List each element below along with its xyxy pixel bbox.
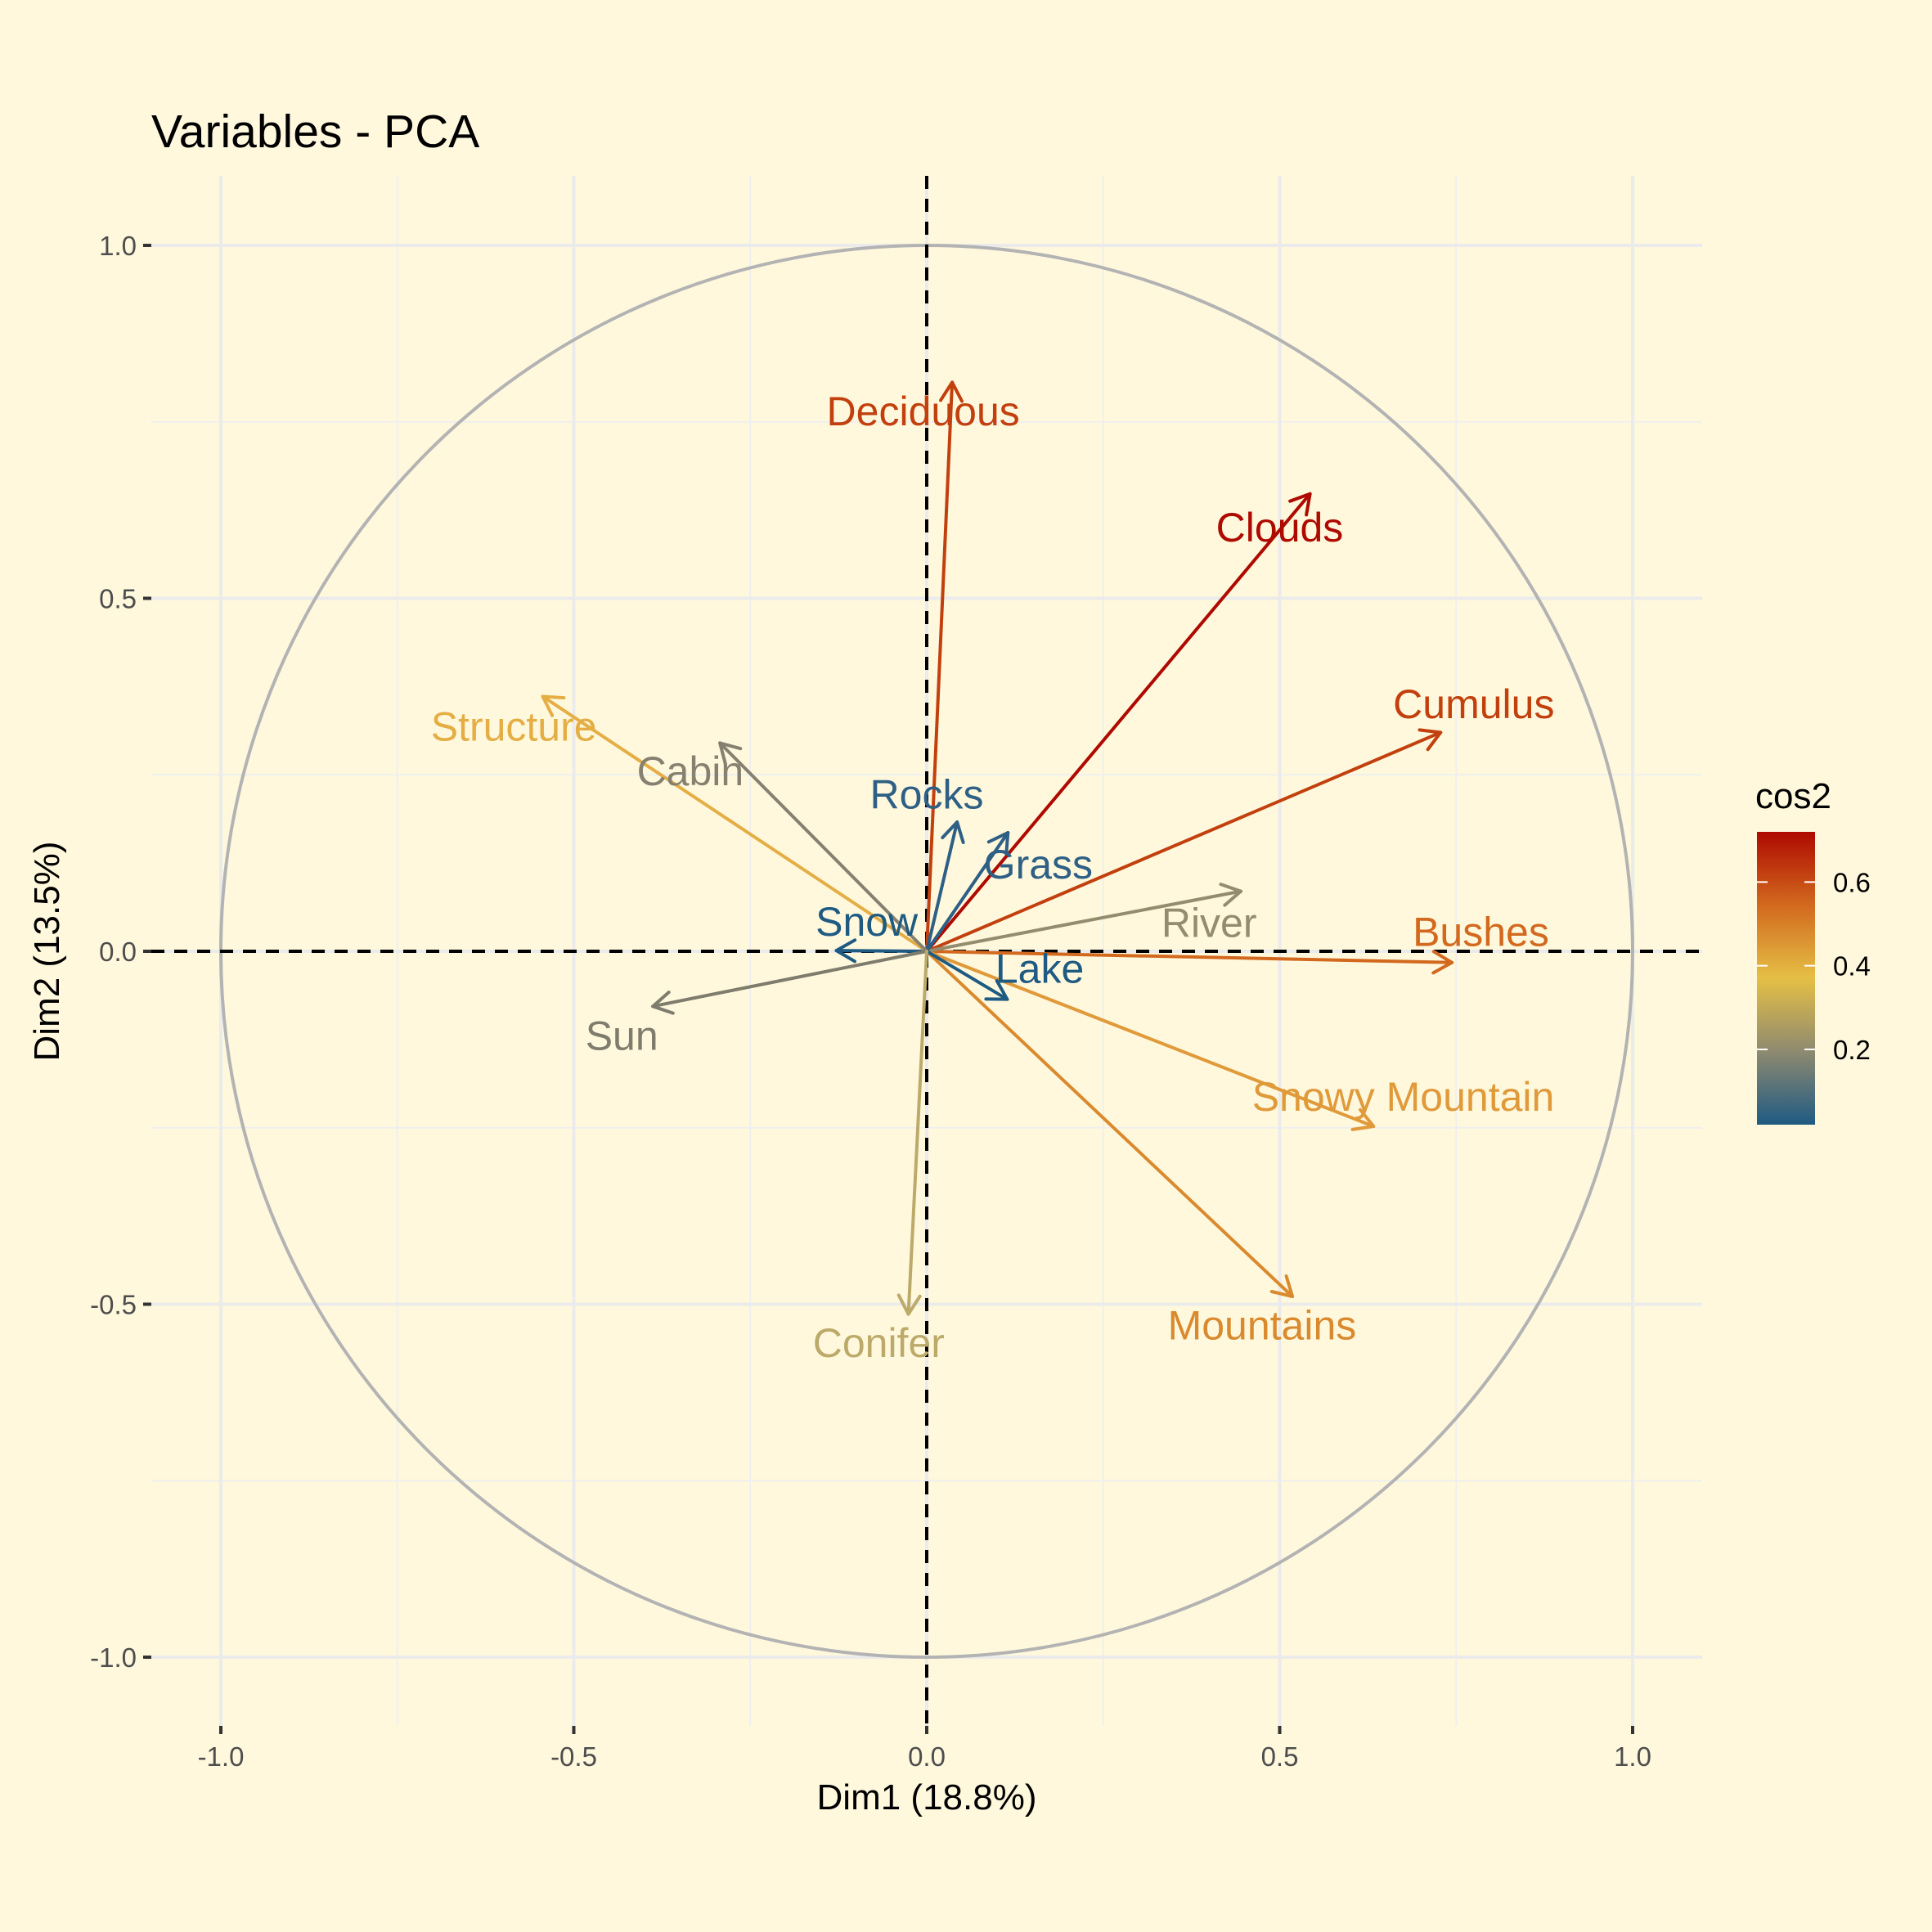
arrow-head xyxy=(986,831,1010,856)
arrow-head xyxy=(1288,492,1312,517)
arrow-head xyxy=(1431,950,1454,975)
arrow-head xyxy=(984,978,1009,1001)
arrow-head xyxy=(941,820,965,844)
arrow-head xyxy=(541,694,566,717)
variable-label: Mountains xyxy=(1168,1302,1357,1348)
variable-arrow xyxy=(651,950,928,1015)
legend-tick-label: 0.2 xyxy=(1833,1035,1871,1065)
variable-label: Cumulus xyxy=(1393,681,1554,727)
legend-ticks: 0.2 0.4 0.6 xyxy=(1757,867,1871,1065)
variable-arrow xyxy=(925,950,1454,975)
variable-arrow xyxy=(925,380,964,953)
legend-tick-label: 0.6 xyxy=(1833,867,1871,897)
x-tick-label: -1.0 xyxy=(198,1741,245,1772)
y-tick-label: -1.0 xyxy=(90,1642,137,1673)
y-tick-label: -0.5 xyxy=(90,1290,137,1320)
legend: cos2 0.2 0.4 0.6 xyxy=(1755,776,1871,1125)
x-tick-label: -0.5 xyxy=(550,1741,597,1772)
x-tick-label: 1.0 xyxy=(1614,1741,1651,1772)
y-axis: -1.0 -0.5 0.0 0.5 1.0 xyxy=(90,231,151,1673)
variable-arrow xyxy=(925,728,1443,953)
variable-arrow xyxy=(925,950,1009,1001)
variable-arrow xyxy=(925,492,1312,953)
arrow-shaft xyxy=(834,949,928,953)
variable-arrow xyxy=(541,694,928,953)
arrow-head xyxy=(1418,728,1443,752)
variable-label: Structure xyxy=(431,704,597,750)
arrow-head xyxy=(718,741,743,766)
arrow-shaft xyxy=(925,950,1376,1129)
arrow-shaft xyxy=(925,950,1295,1299)
arrow-shaft xyxy=(925,380,955,953)
arrow-shaft xyxy=(925,950,1009,1001)
arrow-shaft xyxy=(925,831,1010,953)
arrow-shaft xyxy=(925,820,959,953)
arrow-head xyxy=(1269,1274,1295,1299)
variable-arrow xyxy=(718,741,928,953)
variable-arrow xyxy=(925,820,965,953)
arrow-shaft xyxy=(925,950,1454,964)
variable-label: Lake xyxy=(995,946,1084,992)
arrow-head xyxy=(939,380,964,403)
arrow-shaft xyxy=(925,730,1443,953)
arrow-shaft xyxy=(925,492,1312,953)
arrow-head xyxy=(896,1293,922,1316)
x-axis: -1.0 -0.5 0.0 0.5 1.0 xyxy=(198,1726,1651,1772)
x-tick-label: 0.0 xyxy=(908,1741,946,1772)
y-tick-label: 0.5 xyxy=(99,584,137,614)
variable-label: Grass xyxy=(984,842,1093,887)
variable-arrow xyxy=(925,883,1243,953)
x-axis-title: Dim1 (18.8%) xyxy=(817,1777,1037,1817)
variable-label: Snowy Mountain xyxy=(1252,1074,1555,1120)
legend-tick-label: 0.4 xyxy=(1833,951,1871,982)
arrow-head xyxy=(1350,1108,1376,1131)
arrow-head xyxy=(651,991,675,1015)
arrow-shaft xyxy=(718,741,928,953)
variable-label: Sun xyxy=(586,1013,658,1059)
chart-title: Variables - PCA xyxy=(151,106,479,158)
legend-title: cos2 xyxy=(1755,776,1831,816)
variable-label: Conifer xyxy=(813,1320,945,1366)
arrow-shaft xyxy=(541,694,928,953)
variable-labels: Deciduous Clouds Cumulus Bushes Snowy Mounta… xyxy=(431,389,1555,1366)
variable-arrow xyxy=(925,950,1376,1131)
reference-lines xyxy=(151,176,1702,1726)
arrow-head xyxy=(834,938,857,964)
variable-arrows xyxy=(541,380,1454,1316)
variable-label: Snow xyxy=(815,899,919,945)
variable-arrow xyxy=(896,950,928,1316)
arrow-shaft xyxy=(925,889,1243,953)
legend-colorbar xyxy=(1757,832,1815,1125)
arrow-head xyxy=(1219,883,1243,907)
variable-arrow xyxy=(925,950,1295,1299)
variable-label: Clouds xyxy=(1216,505,1344,550)
y-axis-title: Dim2 (13.5%) xyxy=(27,842,67,1062)
variable-label: Deciduous xyxy=(827,389,1020,434)
x-tick-label: 0.5 xyxy=(1261,1741,1299,1772)
y-tick-label: 1.0 xyxy=(99,231,137,261)
y-tick-label: 0.0 xyxy=(99,937,137,967)
variable-label: River xyxy=(1161,900,1257,946)
variable-arrow xyxy=(925,831,1010,953)
variable-label: Rocks xyxy=(870,771,984,817)
variable-arrow xyxy=(834,938,928,964)
arrow-shaft xyxy=(651,950,928,1009)
variable-label: Cabin xyxy=(637,748,744,794)
variable-label: Bushes xyxy=(1413,910,1549,955)
arrow-shaft xyxy=(906,950,928,1316)
